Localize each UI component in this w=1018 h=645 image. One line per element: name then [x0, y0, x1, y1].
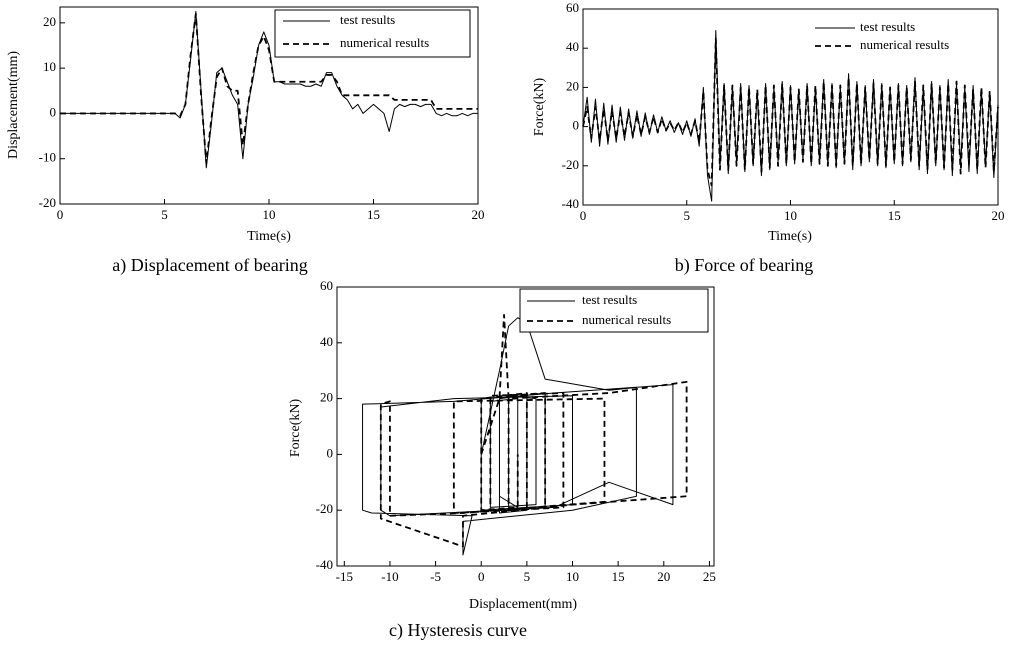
- x-tick-label: 10: [784, 208, 797, 223]
- caption: b) Force of bearing: [675, 255, 813, 276]
- x-axis-label: Time(s): [768, 229, 812, 244]
- caption: a) Displacement of bearing: [112, 255, 307, 276]
- series-line: [582, 30, 999, 202]
- legend-box: [274, 9, 471, 58]
- plot-frame: [336, 286, 715, 567]
- y-axis-label: Displacement(mm): [6, 51, 21, 159]
- y-tick-label: -10: [39, 150, 56, 165]
- legend-box: [519, 288, 709, 333]
- series-line: [582, 37, 999, 187]
- legend-label: numerical results: [340, 35, 429, 50]
- x-tick-label: 0: [57, 207, 64, 222]
- x-tick-label: 15: [367, 207, 380, 222]
- x-tick-label: 15: [888, 208, 901, 223]
- y-tick-label: 10: [43, 59, 56, 74]
- x-tick-label: -5: [430, 569, 441, 584]
- y-tick-label: 0: [573, 118, 580, 133]
- y-tick-label: -20: [316, 501, 333, 516]
- x-tick-label: -10: [381, 569, 398, 584]
- x-tick-label: -15: [336, 569, 353, 584]
- series-line: [362, 317, 674, 556]
- y-tick-label: 20: [43, 14, 56, 29]
- y-axis-label: Force(kN): [532, 78, 547, 137]
- y-tick-label: -40: [316, 557, 333, 572]
- x-tick-label: 25: [703, 569, 716, 584]
- y-tick-label: -20: [39, 195, 56, 210]
- y-tick-label: 40: [566, 39, 579, 54]
- y-tick-label: 40: [320, 334, 333, 349]
- x-tick-label: 20: [657, 569, 670, 584]
- series-line: [60, 11, 478, 169]
- x-tick-label: 5: [524, 569, 531, 584]
- legend-label: test results: [860, 19, 915, 34]
- y-axis-label: Force(kN): [288, 399, 303, 458]
- legend-label: test results: [340, 12, 395, 27]
- y-tick-label: -40: [562, 196, 579, 211]
- x-tick-label: 0: [580, 208, 587, 223]
- x-tick-label: 10: [566, 569, 579, 584]
- series-line: [379, 314, 688, 548]
- series-line: [60, 12, 478, 165]
- caption: c) Hysteresis curve: [389, 620, 527, 641]
- x-tick-label: 0: [478, 569, 485, 584]
- x-axis-label: Time(s): [247, 229, 291, 244]
- y-tick-label: 0: [50, 104, 57, 119]
- x-tick-label: 5: [684, 208, 691, 223]
- y-tick-label: 60: [566, 0, 579, 15]
- x-tick-label: 20: [992, 208, 1005, 223]
- legend-label: test results: [582, 292, 637, 307]
- x-axis-label: Displacement(mm): [469, 597, 577, 612]
- y-tick-label: 20: [320, 390, 333, 405]
- y-tick-label: 60: [320, 278, 333, 293]
- y-tick-label: 0: [327, 445, 334, 460]
- legend-label: numerical results: [582, 312, 671, 327]
- x-tick-label: 10: [263, 207, 276, 222]
- y-tick-label: -20: [562, 157, 579, 172]
- y-tick-label: 20: [566, 78, 579, 93]
- x-tick-label: 5: [161, 207, 168, 222]
- x-tick-label: 20: [472, 207, 485, 222]
- legend-label: numerical results: [860, 37, 949, 52]
- x-tick-label: 15: [612, 569, 625, 584]
